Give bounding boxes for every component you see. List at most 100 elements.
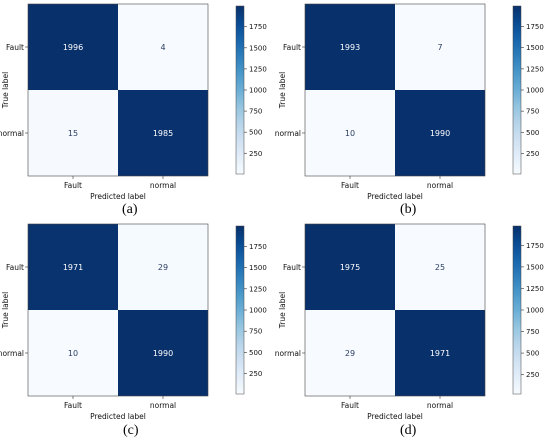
- colorbar-tick-label: 250: [526, 371, 539, 379]
- y-tick-label: Fault: [6, 43, 24, 52]
- cell-0-1: [395, 224, 485, 310]
- x-axis-label: Predicted label: [90, 192, 146, 201]
- cell-value-1-0: 15: [68, 129, 78, 138]
- y-axis-label: True label: [1, 72, 10, 109]
- y-tick-label: normal: [275, 129, 301, 138]
- x-axis-label: Predicted label: [367, 412, 423, 421]
- x-tick-label: normal: [150, 401, 176, 410]
- colorbar-tick-label: 1750: [249, 23, 267, 31]
- cell-value-0-0: 1993: [340, 43, 360, 52]
- cell-value-1-0: 10: [68, 349, 78, 358]
- cell-value-0-0: 1996: [63, 43, 83, 52]
- x-tick-label: normal: [150, 181, 176, 190]
- colorbar: [235, 225, 245, 395]
- matrix-frame: [304, 223, 486, 397]
- colorbar-tick-label: 1250: [249, 285, 267, 293]
- colorbar-tick-label: 500: [249, 129, 262, 137]
- cell-0-0: [305, 4, 395, 90]
- caption-c: (c): [123, 423, 139, 438]
- matrix-frame: [27, 3, 209, 177]
- caption-d: (d): [400, 423, 417, 438]
- cell-value-0-1: 7: [437, 43, 442, 52]
- y-tick-label: normal: [0, 129, 24, 138]
- colorbar-tick-label: 1750: [526, 242, 544, 250]
- x-axis-label: Predicted label: [90, 412, 146, 421]
- x-tick-label: Fault: [341, 401, 359, 410]
- cell-value-1-1: 1985: [153, 129, 173, 138]
- colorbar-tick-label: 1250: [526, 65, 544, 73]
- colorbar-tick-label: 1250: [526, 285, 544, 293]
- cell-value-1-0: 10: [345, 129, 355, 138]
- cell-value-0-0: 1975: [340, 263, 360, 272]
- cell-0-0: [305, 224, 395, 310]
- colorbar: [512, 5, 522, 175]
- y-axis-label: True label: [1, 292, 10, 329]
- matrix-frame: [27, 223, 209, 397]
- colorbar-tick-label: 250: [526, 150, 539, 158]
- x-tick-label: Fault: [64, 401, 82, 410]
- panel-1: 1993 7 10 1990 Fault normal Fault normal Predict…: [275, 3, 544, 201]
- cell-0-1: [118, 4, 208, 90]
- cell-value-0-1: 4: [160, 43, 165, 52]
- cell-value-1-0: 29: [345, 349, 355, 358]
- colorbar-tick-label: 1750: [249, 243, 267, 251]
- y-axis-label: True label: [278, 292, 287, 329]
- cell-1-0: [305, 90, 395, 176]
- cell-0-0: [28, 224, 118, 310]
- y-tick-label: Fault: [283, 43, 301, 52]
- colorbar-tick-label: 500: [526, 350, 539, 358]
- colorbar-tick-label: 750: [526, 108, 539, 116]
- x-tick-label: Fault: [64, 181, 82, 190]
- cell-1-1: [118, 310, 208, 396]
- y-tick-label: normal: [275, 349, 301, 358]
- colorbar-tick-label: 250: [249, 370, 262, 378]
- cell-value-0-1: 29: [158, 263, 168, 272]
- cell-value-1-1: 1971: [430, 349, 450, 358]
- colorbar-tick-label: 500: [526, 129, 539, 137]
- colorbar-tick-label: 1500: [526, 44, 544, 52]
- caption-b: (b): [400, 202, 417, 217]
- cell-1-0: [305, 310, 395, 396]
- y-tick-label: Fault: [283, 263, 301, 272]
- panel-2: 1971 29 10 1990 Fault normal Fault normal Predic…: [0, 223, 267, 421]
- colorbar-tick-label: 750: [249, 108, 262, 116]
- matrix-frame: [304, 3, 486, 177]
- colorbar: [235, 5, 245, 175]
- cell-1-1: [118, 90, 208, 176]
- colorbar-tick-label: 1000: [249, 87, 267, 95]
- x-axis-label: Predicted label: [367, 192, 423, 201]
- colorbar-tick-label: 750: [249, 328, 262, 336]
- cell-value-1-1: 1990: [153, 349, 173, 358]
- caption-a: (a): [122, 202, 138, 217]
- colorbar-tick-label: 1000: [526, 87, 544, 95]
- cell-0-1: [395, 4, 485, 90]
- x-tick-label: normal: [427, 181, 453, 190]
- y-tick-label: normal: [0, 349, 24, 358]
- cell-value-0-0: 1971: [63, 263, 83, 272]
- colorbar-tick-label: 1500: [526, 263, 544, 271]
- colorbar-tick-label: 250: [249, 150, 262, 158]
- cell-1-1: [395, 90, 485, 176]
- colorbar-tick-label: 750: [526, 328, 539, 336]
- cell-1-0: [28, 90, 118, 176]
- x-tick-label: normal: [427, 401, 453, 410]
- x-tick-label: Fault: [341, 181, 359, 190]
- cell-1-0: [28, 310, 118, 396]
- panel-3: 1975 25 29 1971 Fault normal Fault normal Predic…: [275, 223, 544, 421]
- cell-0-1: [118, 224, 208, 310]
- colorbar-tick-label: 1500: [249, 44, 267, 52]
- colorbar-tick-label: 1000: [526, 307, 544, 315]
- colorbar-tick-label: 1750: [526, 23, 544, 31]
- y-axis-label: True label: [278, 72, 287, 109]
- panel-0: 1996 4 15 1985 Fault normal Fault normal Predict…: [0, 3, 267, 201]
- cell-0-0: [28, 4, 118, 90]
- cell-value-0-1: 25: [435, 263, 445, 272]
- colorbar: [512, 225, 522, 395]
- cell-value-1-1: 1990: [430, 129, 450, 138]
- colorbar-tick-label: 1250: [249, 65, 267, 73]
- cell-1-1: [395, 310, 485, 396]
- colorbar-tick-label: 500: [249, 349, 262, 357]
- colorbar-tick-label: 1000: [249, 307, 267, 315]
